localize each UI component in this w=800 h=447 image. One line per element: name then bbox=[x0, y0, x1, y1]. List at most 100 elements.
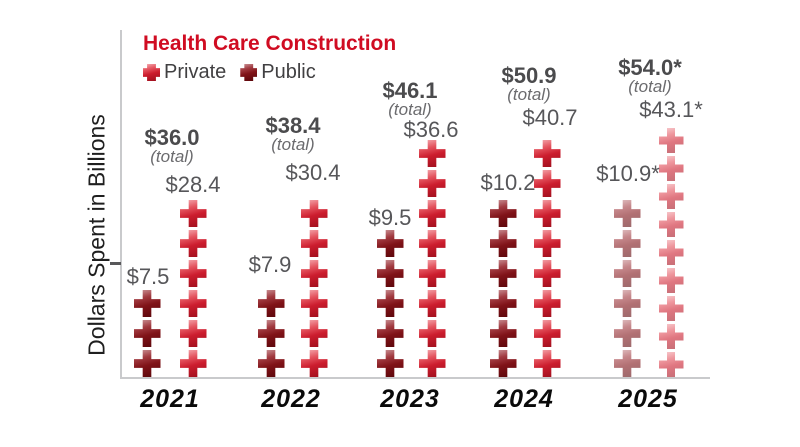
private-cross-icon bbox=[418, 350, 446, 377]
value-label-public-2025: $10.9* bbox=[596, 161, 660, 186]
total-label-2021: $36.0 bbox=[144, 125, 200, 150]
total-sublabel-2024: (total) bbox=[507, 85, 551, 104]
total-label-2025: $54.0* bbox=[618, 55, 682, 80]
public-cross-icon bbox=[489, 200, 517, 227]
private-cross-icon bbox=[418, 260, 446, 287]
private-cross-icon bbox=[658, 296, 684, 321]
public-cross-icon bbox=[613, 260, 641, 287]
private-cross-icon bbox=[658, 156, 684, 181]
value-label-private-2023: $36.6 bbox=[403, 117, 459, 142]
total-sublabel-2023: (total) bbox=[388, 100, 432, 119]
public-cross-icon bbox=[489, 350, 517, 377]
public-cross-icon bbox=[613, 230, 641, 257]
total-label-2024: $50.9 bbox=[501, 63, 557, 88]
total-sublabel-2021: (total) bbox=[150, 147, 194, 166]
private-cross-icon bbox=[533, 170, 561, 197]
private-cross-icon bbox=[533, 350, 561, 377]
private-cross-icon bbox=[533, 230, 561, 257]
public-cross-icon bbox=[613, 320, 641, 347]
private-cross-icon bbox=[418, 170, 446, 197]
public-cross-icon bbox=[613, 290, 641, 317]
public-cross-icon bbox=[376, 290, 404, 317]
total-sublabel-2025: (total) bbox=[628, 77, 672, 96]
y-axis-tick bbox=[110, 262, 121, 265]
value-label-private-2025: $43.1* bbox=[639, 97, 703, 122]
public-cross-icon bbox=[489, 320, 517, 347]
value-label-private-2024: $40.7 bbox=[522, 105, 578, 130]
pictogram-column-public-2025 bbox=[613, 200, 641, 377]
public-cross-icon bbox=[257, 320, 285, 347]
pictogram-column-private-2021 bbox=[179, 200, 207, 377]
private-cross-icon bbox=[143, 64, 160, 81]
private-cross-icon bbox=[418, 230, 446, 257]
total-label-2022: $38.4 bbox=[265, 113, 321, 138]
private-cross-icon bbox=[533, 140, 561, 167]
private-cross-icon bbox=[658, 352, 684, 377]
private-cross-icon bbox=[300, 200, 328, 227]
public-cross-icon bbox=[376, 350, 404, 377]
private-cross-icon bbox=[658, 212, 684, 237]
private-cross-icon bbox=[300, 230, 328, 257]
pictogram-column-public-2023 bbox=[376, 230, 404, 377]
value-label-public-2023: $9.5 bbox=[368, 205, 412, 230]
private-cross-icon bbox=[418, 140, 446, 167]
year-label-2021: 2021 bbox=[140, 385, 200, 413]
private-cross-icon bbox=[658, 128, 684, 153]
value-label-public-2024: $10.2 bbox=[480, 170, 536, 195]
private-cross-icon bbox=[300, 260, 328, 287]
y-axis-line bbox=[120, 30, 122, 379]
x-axis-line bbox=[120, 377, 710, 379]
public-cross-icon bbox=[133, 290, 161, 317]
private-cross-icon bbox=[533, 320, 561, 347]
public-cross-icon bbox=[489, 260, 517, 287]
private-cross-icon bbox=[658, 268, 684, 293]
private-cross-icon bbox=[418, 320, 446, 347]
legend-item-public: Public bbox=[240, 61, 316, 84]
private-cross-icon bbox=[179, 200, 207, 227]
y-axis-title: Dollars Spent in Billions bbox=[83, 114, 110, 356]
year-label-2024: 2024 bbox=[494, 385, 554, 413]
pictogram-column-public-2021 bbox=[133, 290, 161, 377]
public-cross-icon bbox=[257, 350, 285, 377]
public-cross-icon bbox=[376, 320, 404, 347]
pictogram-column-public-2022 bbox=[257, 290, 285, 377]
pictogram-column-private-2025 bbox=[658, 128, 684, 377]
public-cross-icon bbox=[376, 260, 404, 287]
private-cross-icon bbox=[300, 350, 328, 377]
private-cross-icon bbox=[179, 320, 207, 347]
legend-label-public: Public bbox=[261, 61, 316, 83]
private-cross-icon bbox=[179, 290, 207, 317]
public-cross-icon bbox=[613, 200, 641, 227]
private-cross-icon bbox=[300, 290, 328, 317]
year-label-2022: 2022 bbox=[261, 385, 321, 413]
private-cross-icon bbox=[533, 200, 561, 227]
total-label-2023: $46.1 bbox=[382, 78, 438, 103]
value-label-private-2021: $28.4 bbox=[165, 172, 221, 197]
public-cross-icon bbox=[489, 230, 517, 257]
public-cross-icon bbox=[133, 350, 161, 377]
value-label-private-2022: $30.4 bbox=[285, 160, 341, 185]
pictogram-column-private-2022 bbox=[300, 200, 328, 377]
private-cross-icon bbox=[179, 230, 207, 257]
value-label-public-2021: $7.5 bbox=[126, 264, 170, 289]
value-label-public-2022: $7.9 bbox=[248, 252, 292, 277]
public-cross-icon bbox=[257, 290, 285, 317]
private-cross-icon bbox=[533, 290, 561, 317]
private-cross-icon bbox=[300, 320, 328, 347]
private-cross-icon bbox=[658, 324, 684, 349]
pictogram-column-private-2024 bbox=[533, 140, 561, 377]
public-cross-icon bbox=[376, 230, 404, 257]
private-cross-icon bbox=[179, 350, 207, 377]
chart-title: Health Care Construction bbox=[143, 32, 397, 55]
pictogram-column-public-2024 bbox=[489, 200, 517, 377]
private-cross-icon bbox=[179, 260, 207, 287]
private-cross-icon bbox=[658, 184, 684, 209]
legend-label-private: Private bbox=[164, 61, 227, 83]
private-cross-icon bbox=[418, 290, 446, 317]
private-cross-icon bbox=[533, 260, 561, 287]
private-cross-icon bbox=[418, 200, 446, 227]
year-label-2023: 2023 bbox=[380, 385, 440, 413]
pictogram-column-private-2023 bbox=[418, 140, 446, 377]
year-label-2025: 2025 bbox=[618, 385, 678, 413]
